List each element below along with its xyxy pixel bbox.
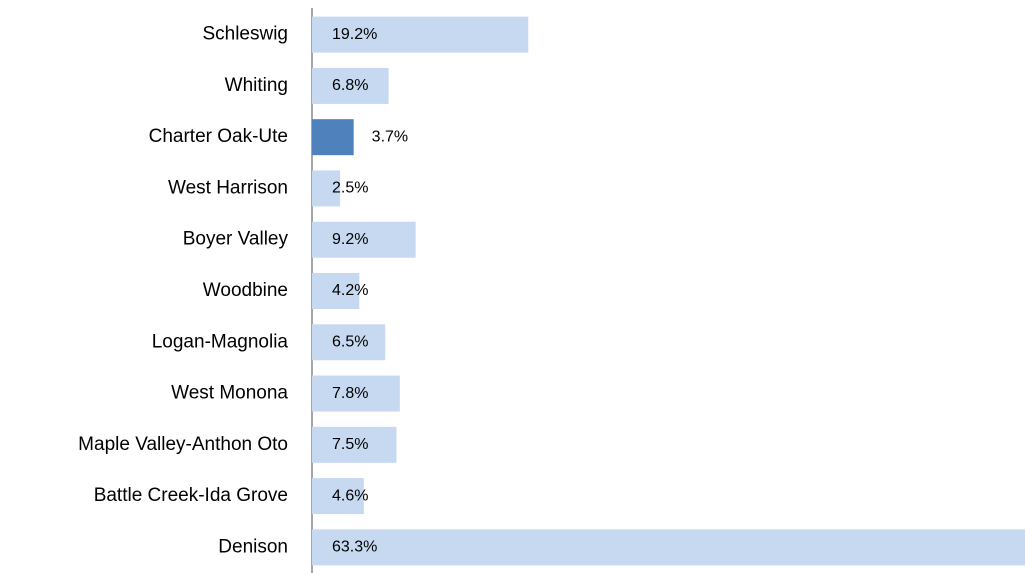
bar xyxy=(312,119,354,156)
bar xyxy=(312,170,341,207)
category-label: Woodbine xyxy=(203,280,288,301)
bar xyxy=(312,529,1025,566)
data-label: 3.7% xyxy=(372,128,408,145)
category-label: Charter Oak-Ute xyxy=(149,126,288,147)
category-label: Denison xyxy=(218,536,288,557)
category-label: West Monona xyxy=(171,383,288,404)
data-label: 6.8% xyxy=(332,77,368,94)
data-label: 9.2% xyxy=(332,231,368,248)
bar xyxy=(312,67,389,104)
bar xyxy=(312,221,416,258)
data-label: 7.8% xyxy=(332,385,368,402)
category-label: Logan-Magnolia xyxy=(152,331,289,352)
category-label: Battle Creek-Ida Grove xyxy=(94,485,288,506)
data-label: 6.5% xyxy=(332,333,368,350)
bar xyxy=(312,478,364,515)
bar xyxy=(312,375,400,412)
category-label: Schleswig xyxy=(202,24,288,45)
bar xyxy=(312,324,386,361)
data-label: 4.2% xyxy=(332,282,368,299)
data-label: 4.6% xyxy=(332,487,368,504)
category-label: Maple Valley-Anthon Oto xyxy=(78,434,288,455)
category-label: Boyer Valley xyxy=(183,229,289,250)
bar xyxy=(312,16,529,53)
data-label: 7.5% xyxy=(332,436,368,453)
bar xyxy=(312,273,360,309)
bar xyxy=(312,426,397,463)
category-label: West Harrison xyxy=(168,177,288,198)
data-label: 2.5% xyxy=(332,180,368,197)
data-label: 63.3% xyxy=(332,539,377,556)
category-label: Whiting xyxy=(225,75,288,96)
data-label: 19.2% xyxy=(332,26,377,43)
